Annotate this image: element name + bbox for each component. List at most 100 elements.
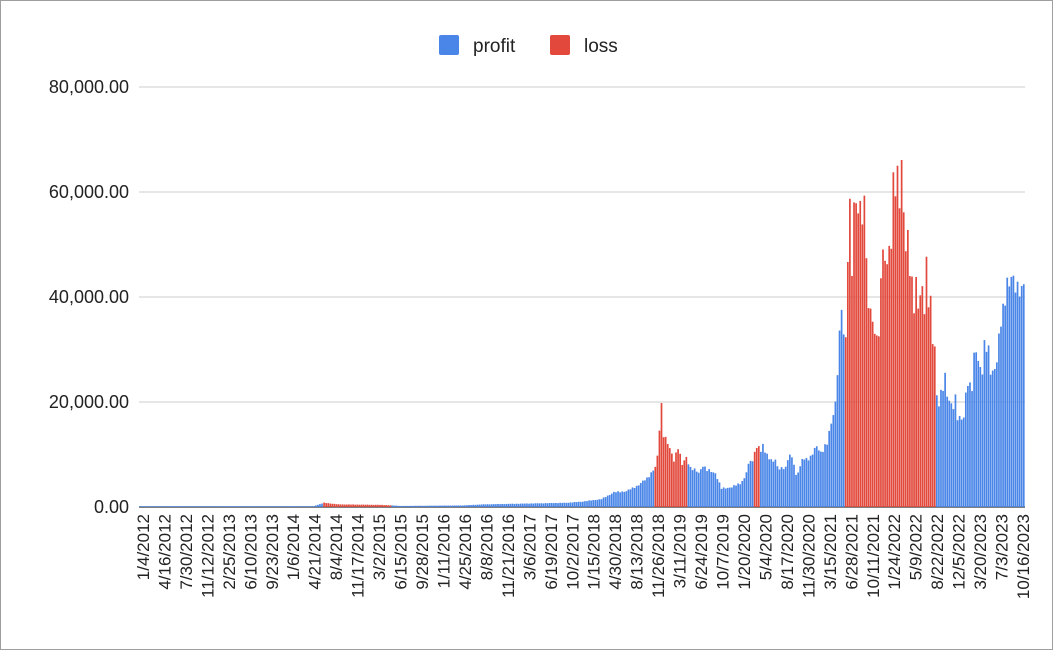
bar-profit	[1022, 284, 1025, 507]
x-tick-label: 1/4/2012	[134, 514, 153, 580]
bar-profit	[281, 506, 284, 507]
bar-loss	[888, 245, 891, 507]
bar-profit	[817, 450, 820, 507]
bar-profit	[526, 503, 528, 507]
bar-profit	[561, 502, 563, 507]
bar-profit	[987, 345, 990, 507]
bar-profit	[234, 506, 236, 507]
bar-profit	[422, 505, 425, 507]
bar-profit	[517, 503, 520, 507]
x-tick-label: 6/24/2019	[692, 514, 711, 590]
bar-profit	[285, 506, 288, 507]
bar-profit	[391, 505, 394, 507]
bar-profit	[546, 503, 549, 507]
bar-profit	[412, 505, 414, 507]
bar-profit	[188, 506, 191, 507]
bar-profit	[196, 506, 199, 507]
bar-profit	[147, 506, 149, 507]
bar-profit	[294, 506, 296, 507]
bar-profit	[604, 497, 607, 507]
bar-profit	[639, 482, 642, 507]
bar-profit	[472, 504, 474, 507]
bar-profit	[828, 430, 831, 507]
bar-profit	[509, 503, 512, 507]
bar-profit	[199, 506, 201, 507]
bars-group	[139, 159, 1025, 508]
x-tick-label: 1/6/2014	[284, 514, 303, 580]
bar-profit	[996, 362, 998, 507]
bar-profit	[689, 466, 692, 507]
bar-loss	[915, 276, 917, 507]
bar-loss	[753, 451, 756, 507]
bar-profit	[1020, 286, 1023, 507]
bar-profit	[687, 464, 690, 507]
x-tick-label: 2/25/2013	[220, 514, 239, 590]
bar-profit	[652, 470, 655, 507]
x-tick-label: 5/9/2022	[907, 514, 926, 580]
bar-profit	[505, 503, 508, 507]
bar-profit	[279, 506, 282, 507]
bar-profit	[745, 472, 748, 507]
bar-profit	[644, 480, 646, 507]
bar-profit	[230, 506, 232, 507]
bar-profit	[170, 506, 172, 507]
bar-loss	[892, 172, 895, 508]
bar-loss	[909, 276, 911, 507]
bar-profit	[151, 506, 154, 507]
bar-profit	[528, 503, 530, 507]
y-tick-label: 40,000.00	[49, 287, 129, 307]
bar-profit	[553, 503, 555, 507]
bar-loss	[668, 448, 671, 507]
bar-profit	[269, 506, 272, 507]
bar-loss	[890, 248, 893, 508]
bar-loss	[923, 314, 926, 507]
bar-profit	[718, 482, 721, 507]
bar-profit	[789, 454, 791, 507]
bar-loss	[884, 260, 886, 507]
x-tick-label: 10/16/2023	[1014, 514, 1033, 599]
bar-loss	[372, 504, 375, 507]
bar-profit	[468, 505, 470, 507]
bar-profit	[428, 505, 431, 507]
bar-loss	[329, 503, 332, 507]
bar-loss	[358, 504, 361, 507]
bar-profit	[219, 506, 222, 507]
bar-profit	[211, 506, 214, 507]
bar-profit	[629, 489, 632, 507]
bar-loss	[370, 504, 373, 507]
bar-profit	[172, 506, 174, 507]
x-tick-label: 1/11/2016	[434, 514, 453, 588]
bar-loss	[346, 504, 348, 507]
bar-profit	[418, 505, 421, 507]
bar-profit	[223, 506, 226, 507]
bar-profit	[464, 505, 466, 507]
bar-profit	[964, 392, 967, 507]
bar-profit	[488, 504, 491, 507]
bar-profit	[737, 483, 739, 507]
x-tick-label: 3/15/2021	[821, 514, 840, 590]
bar-profit	[548, 502, 551, 507]
bar-profit	[991, 370, 994, 507]
bar-profit	[809, 455, 812, 507]
bar-profit	[161, 506, 164, 507]
bar-loss	[865, 258, 868, 507]
bar-profit	[424, 505, 427, 507]
x-tick-label: 12/5/2022	[950, 514, 969, 590]
bar-profit	[190, 506, 193, 507]
bar-profit	[232, 506, 234, 507]
bar-profit	[203, 506, 205, 507]
bar-profit	[735, 485, 737, 507]
bar-profit	[575, 502, 578, 507]
x-tick-label: 4/21/2014	[306, 514, 325, 590]
bar-profit	[205, 506, 207, 507]
bar-profit	[569, 502, 572, 507]
bar-profit	[536, 503, 539, 507]
bar-profit	[453, 505, 456, 507]
bar-profit	[571, 502, 574, 507]
bar-profit	[265, 506, 267, 507]
bar-loss	[849, 198, 851, 508]
bar-loss	[362, 504, 365, 507]
y-tick-label: 80,000.00	[49, 77, 129, 97]
bar-profit	[292, 506, 294, 507]
bar-profit	[559, 502, 561, 507]
